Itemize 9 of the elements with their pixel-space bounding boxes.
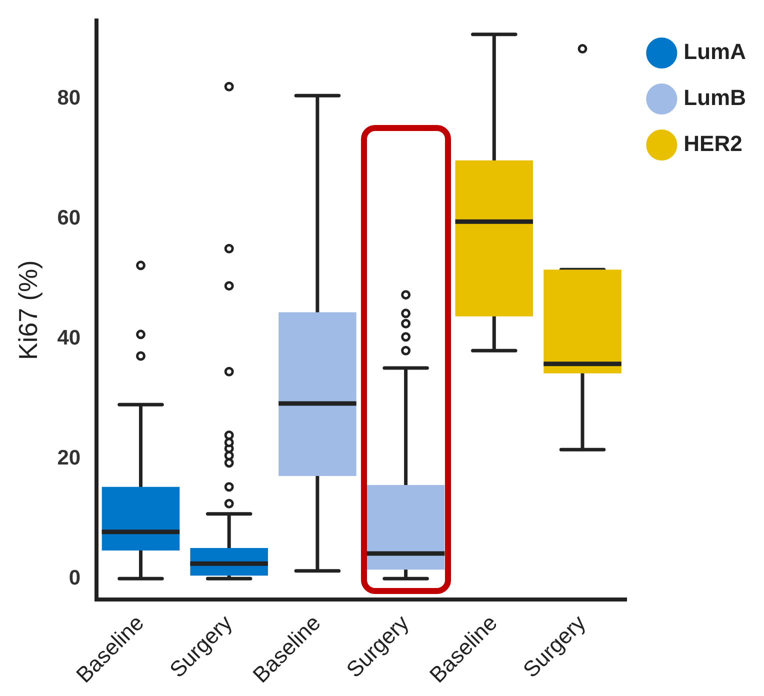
legend-label: HER2 (684, 131, 742, 156)
y-tick-label: 80 (57, 86, 81, 110)
y-tick-label: 20 (57, 446, 81, 470)
y-tick-label: 0 (68, 566, 81, 590)
y-tick-label: 40 (57, 326, 81, 350)
y-axis-title: Ki67 (%) (12, 260, 43, 360)
legend-label: LumB (684, 85, 746, 110)
y-tick-label: 60 (57, 206, 81, 230)
legend-label: LumA (684, 39, 746, 64)
